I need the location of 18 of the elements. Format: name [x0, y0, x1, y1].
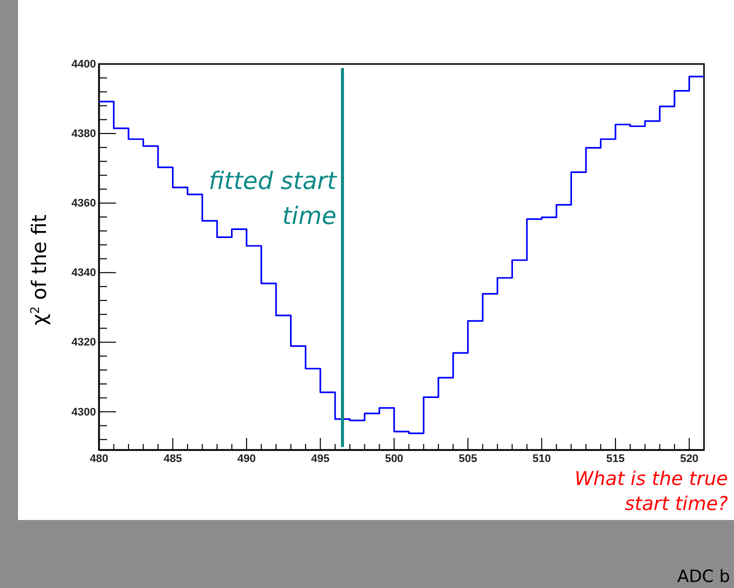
x-tick-label: 500	[384, 452, 404, 465]
x-tick-label: 485	[164, 452, 182, 465]
x-tick-label: 495	[311, 452, 330, 465]
y-tick-label: 4380	[72, 128, 96, 140]
x-tick-label: 520	[680, 452, 698, 465]
x-tick-label: 480	[90, 452, 108, 465]
y-tick-label: 4340	[72, 267, 96, 280]
text: What is the true start time?	[574, 468, 728, 515]
ref-line-label: fitted start time	[208, 167, 338, 230]
x-tick-label: 510	[532, 452, 551, 465]
x-tick-label: 505	[458, 452, 478, 465]
y-tick-label: 4400	[72, 58, 96, 71]
y-tick-label: 4300	[72, 406, 96, 418]
y-tick-label: 4360	[72, 198, 96, 210]
y-tick-label: 4320	[72, 336, 96, 349]
text: ADC b	[677, 567, 730, 587]
x-tick-label: 490	[237, 452, 256, 465]
x-tick-label: 515	[606, 452, 625, 465]
